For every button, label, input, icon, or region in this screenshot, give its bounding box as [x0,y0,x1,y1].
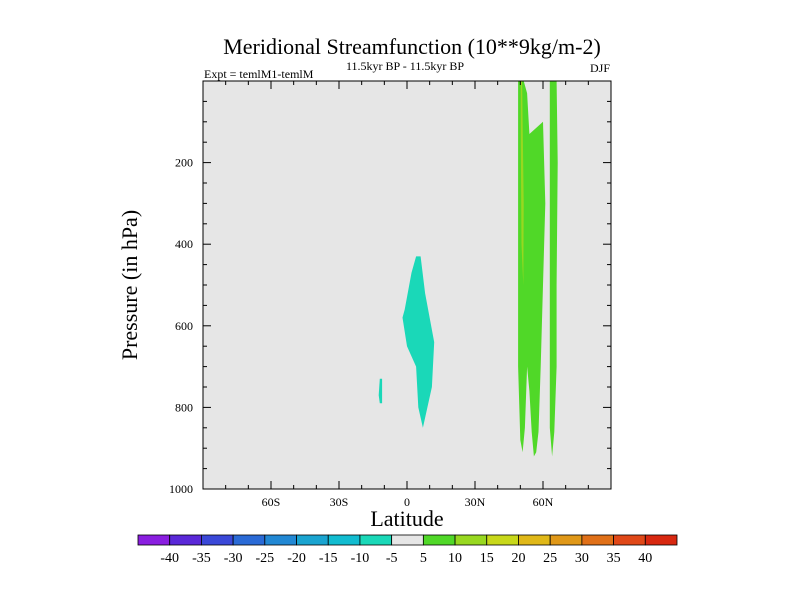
colorbar-swatch [518,534,551,546]
colorbar-label: 35 [607,551,621,566]
colorbar: -40 -35 -30 -25 -20 -15 -10 -5 5 10 15 20 25 30 35 40 [137,534,678,566]
contour-regions [378,81,558,457]
colorbar-swatch [327,534,361,546]
experiment-label: Expt = temlM1-temlM [204,67,314,81]
x-tick-label: 30N [465,495,486,509]
colorbar-swatch [137,534,171,546]
colorbar-label: 20 [511,551,525,566]
colorbar-swatch [613,534,646,546]
colorbar-swatch [264,534,297,546]
y-tick-label: 600 [175,319,193,333]
x-tick-label: 0 [404,495,410,509]
y-tick-label: 200 [175,156,193,170]
colorbar-label: -30 [224,551,243,566]
colorbar-label: -15 [319,551,338,566]
region-positive-cell-65N [549,81,558,457]
colorbar-label: 40 [638,551,652,566]
y-axis-ticks: 200 400 600 800 1000 [169,100,611,496]
x-axis-label: Latitude [370,506,443,531]
chart-title: Meridional Streamfunction (10**9kg/m-2) [223,34,601,59]
x-tick-label: 60S [262,495,281,509]
colorbar-label: -5 [386,551,398,566]
colorbar-swatch [391,534,424,546]
region-positive-cell-50N [518,81,546,457]
colorbar-swatch [549,534,583,546]
colorbar-label: -10 [351,551,370,566]
colorbar-swatch [201,534,234,546]
colorbar-swatch [581,534,614,546]
colorbar-swatch [296,534,329,546]
season-label: DJF [590,61,610,75]
x-tick-label: 30S [330,495,349,509]
y-tick-label: 400 [175,237,193,251]
colorbar-label: -20 [287,551,306,566]
colorbar-swatch [169,534,202,546]
x-axis-ticks: 60S 30S 0 30N 60N [225,81,589,509]
colorbar-swatch [422,534,456,546]
x-tick-label: 60N [533,495,554,509]
y-axis-label: Pressure (in hPa) [117,210,142,360]
colorbar-label: 10 [448,551,462,566]
colorbar-swatch [232,534,266,546]
region-negative-cell-tropics [402,256,435,428]
colorbar-label: -25 [255,551,274,566]
colorbar-label: 15 [480,551,494,566]
colorbar-label: -35 [192,551,211,566]
period-label: 11.5kyr BP - 11.5kyr BP [346,59,464,73]
region-positive-cell-50N-core [520,81,524,285]
colorbar-label: 25 [543,551,557,566]
colorbar-label: 5 [420,551,427,566]
colorbar-label: 30 [575,551,589,566]
y-tick-label: 1000 [169,482,193,496]
y-tick-label: 800 [175,400,193,414]
colorbar-swatch [486,534,519,546]
colorbar-swatch [359,534,393,546]
colorbar-swatch [454,534,488,546]
colorbar-label: -40 [160,551,179,566]
region-negative-cell-small [378,378,383,404]
colorbar-swatch [644,534,678,546]
